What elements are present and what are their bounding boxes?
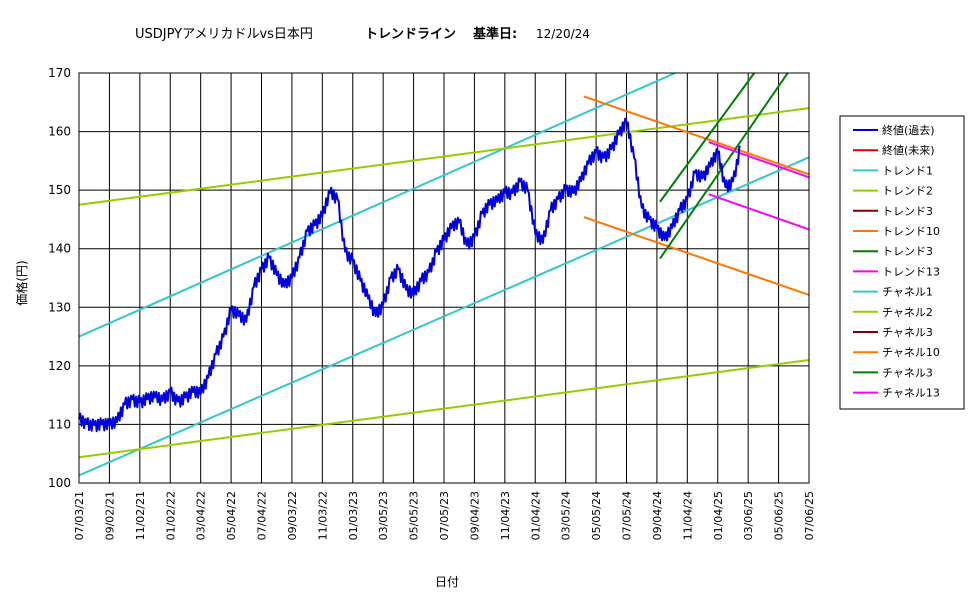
- x-tick-label: 09/02/21: [103, 491, 116, 540]
- series-line: [78, 107, 810, 206]
- legend-label: チャネル2: [882, 306, 933, 319]
- y-tick-label: 110: [48, 417, 71, 431]
- x-tick-label: 09/04/23: [468, 491, 481, 540]
- plot-border: [78, 72, 810, 484]
- x-tick-label: 07/06/25: [803, 491, 816, 540]
- series-line: [708, 141, 810, 179]
- y-tick-label: 130: [48, 300, 71, 314]
- x-tick-label: 03/05/24: [560, 491, 573, 540]
- series-line: [583, 216, 810, 296]
- legend-label: チャネル3: [882, 326, 933, 339]
- y-tick-label: 120: [48, 359, 71, 373]
- y-tick-label: 140: [48, 242, 71, 256]
- x-tick-label: 09/04/24: [651, 491, 664, 540]
- series-line: [78, 156, 810, 477]
- x-tick-label: 01/04/24: [529, 491, 542, 540]
- x-axis-ticks: 07/03/21 09/02/21 11/02/21 01/02/22 03/04/22…: [73, 491, 816, 540]
- legend-label: 終値(過去): [882, 123, 935, 137]
- x-tick-label: 05/06/25: [773, 491, 786, 540]
- x-axis-label: 日付: [435, 575, 459, 589]
- legend-label: チャネル1: [882, 286, 933, 299]
- y-tick-label: 160: [48, 125, 71, 139]
- x-tick-label: 07/05/23: [438, 491, 451, 540]
- legend-label: トレンド13: [882, 265, 940, 278]
- legend-label: チャネル13: [882, 387, 940, 400]
- x-tick-label: 03/06/25: [742, 491, 755, 540]
- legend-box: [839, 115, 965, 410]
- series-lines: [78, 72, 810, 477]
- y-axis-ticks: 100 110 120 130 140 150 160 170: [48, 66, 71, 490]
- legend-label: トレンド10: [882, 225, 940, 238]
- series-line: [708, 193, 810, 231]
- x-tick-label: 11/04/23: [499, 491, 512, 540]
- x-tick-label: 07/04/22: [256, 491, 269, 540]
- chart-subtitle: トレンドライン: [365, 27, 456, 42]
- series-line: [78, 72, 676, 338]
- y-tick-label: 150: [48, 183, 71, 197]
- x-tick-label: 09/03/22: [286, 491, 299, 540]
- x-tick-label: 11/02/21: [134, 491, 147, 540]
- base-date: 12/20/24: [536, 27, 590, 41]
- x-tick-label: 01/02/22: [164, 491, 177, 540]
- x-tick-label: 01/03/23: [347, 491, 360, 540]
- legend-label: チャネル10: [882, 346, 940, 359]
- legend: 終値(過去) 終値(未来) トレンド1 トレンド2 トレンド3 トレンド10 トレンド3 トレ…: [853, 123, 940, 400]
- legend-label: トレンド1: [882, 164, 933, 177]
- legend-label: 終値(未来): [882, 143, 935, 157]
- x-tick-label: 05/05/23: [408, 491, 421, 540]
- price-line: [78, 117, 741, 433]
- x-tick-label: 05/05/24: [590, 491, 603, 540]
- series-line: [659, 72, 756, 203]
- legend-label: トレンド2: [882, 185, 933, 198]
- x-tick-label: 03/04/22: [195, 491, 208, 540]
- grid: [78, 72, 810, 484]
- x-tick-label: 07/05/24: [621, 491, 634, 540]
- x-tick-label: 11/04/24: [681, 491, 694, 540]
- base-date-label: 基準日:: [472, 26, 517, 42]
- chart-title: USDJPYアメリカドルvs日本円: [135, 27, 313, 42]
- legend-label: トレンド3: [882, 245, 933, 258]
- legend-label: トレンド3: [882, 205, 933, 218]
- y-axis-label: 価格(円): [14, 260, 29, 305]
- x-tick-label: 01/04/25: [712, 491, 725, 540]
- x-tick-label: 11/03/22: [316, 491, 329, 540]
- legend-label: チャネル3: [882, 366, 933, 379]
- series-line: [78, 359, 810, 459]
- series-line: [583, 95, 810, 176]
- y-tick-label: 100: [48, 476, 71, 490]
- y-tick-label: 170: [48, 66, 71, 80]
- x-tick-label: 07/03/21: [73, 491, 86, 540]
- series-line: [659, 72, 789, 260]
- x-tick-label: 05/04/22: [225, 491, 238, 540]
- x-tick-label: 03/05/23: [377, 491, 390, 540]
